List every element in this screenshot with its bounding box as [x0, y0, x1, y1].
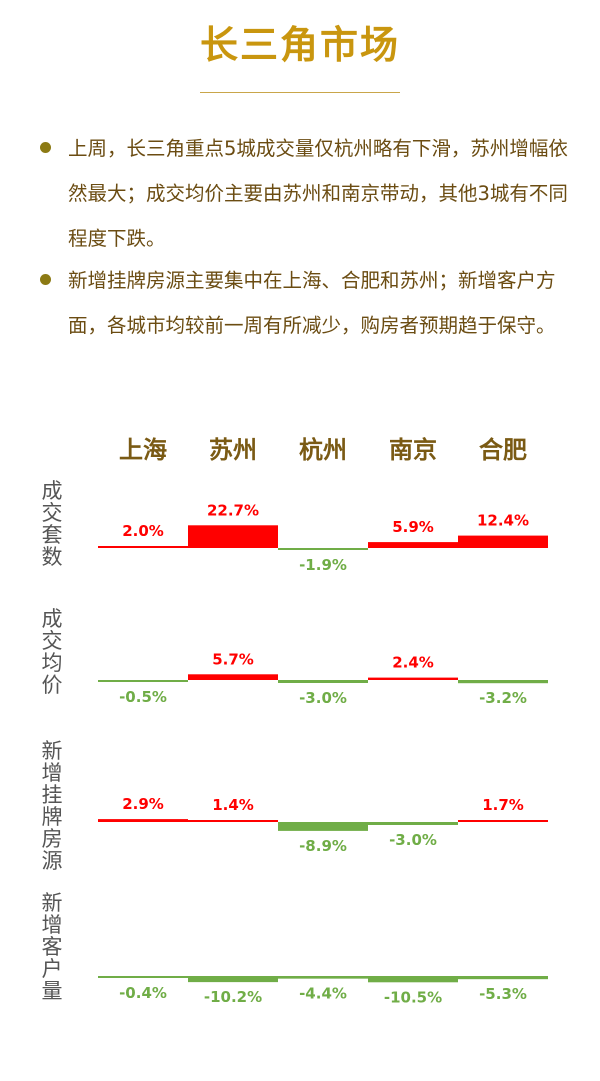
bar [278, 976, 368, 979]
bullet-dot-icon [40, 142, 51, 153]
bar [368, 822, 458, 825]
chart-panel: 新增挂牌房源 2.9% 1.4% -8.9% -3.0% 1.7% [42, 739, 548, 873]
chart-panel: 成交套数 2.0% 22.7% -1.9% 5.9% 12.4% [42, 479, 548, 574]
page-title: 长三角市场 [199, 23, 400, 67]
bar [98, 680, 188, 682]
bullet-dot-icon [40, 274, 51, 285]
city-header: 上海 [119, 436, 167, 464]
metric-label: 新增客户量 [42, 891, 63, 1003]
chart-panel: 成交均价 -0.5% 5.7% -3.0% 2.4% -3.2% [42, 607, 548, 707]
bar [278, 548, 368, 550]
data-label: -10.5% [384, 988, 442, 1006]
bullet-text: 上周，长三角重点5城成交量仅杭州略有下滑，苏州增幅依然最大；成交均价主要由苏州和… [68, 137, 568, 250]
data-label: 2.4% [392, 654, 434, 672]
bar [188, 976, 278, 983]
data-label: -0.5% [119, 688, 167, 706]
data-label: 12.4% [477, 512, 529, 530]
data-label: 2.9% [122, 795, 164, 813]
data-label: -0.4% [119, 984, 167, 1002]
bar [278, 680, 368, 683]
bar [188, 525, 278, 548]
city-header: 苏州 [209, 436, 257, 464]
bar [458, 820, 548, 822]
bar [188, 674, 278, 680]
data-label: 5.9% [392, 518, 434, 536]
chart-panel: 新增客户量 -0.4% -10.2% -4.4% -10.5% -5.3% [42, 891, 548, 1006]
data-label: -3.2% [479, 689, 527, 707]
data-label: -4.4% [299, 985, 347, 1003]
bar [368, 677, 458, 680]
data-label: 1.4% [212, 796, 254, 814]
bar [458, 535, 548, 548]
metric-label: 成交套数 [42, 479, 63, 569]
data-label: 2.0% [122, 522, 164, 540]
data-label: -8.9% [299, 837, 347, 855]
data-label: -1.9% [299, 556, 347, 574]
metric-label: 新增挂牌房源 [42, 739, 63, 873]
data-label: -3.0% [299, 689, 347, 707]
bullet-text: 新增挂牌房源主要集中在上海、合肥和苏州；新增客户方面，各城市均较前一周有所减少，… [68, 269, 556, 337]
bar [278, 822, 368, 831]
bar [368, 542, 458, 548]
city-header: 杭州 [299, 436, 347, 464]
data-label: 5.7% [212, 650, 254, 668]
bar [98, 819, 188, 822]
data-label: -3.0% [389, 831, 437, 849]
data-label: 22.7% [207, 501, 259, 519]
bar [368, 976, 458, 983]
data-label: 1.7% [482, 796, 524, 814]
title-divider [200, 92, 400, 93]
bar [188, 820, 278, 822]
bar [458, 680, 548, 684]
bar [98, 546, 188, 548]
data-label: -5.3% [479, 985, 527, 1003]
data-label: -10.2% [204, 988, 262, 1006]
city-header: 合肥 [479, 436, 527, 464]
metric-label: 成交均价 [42, 607, 63, 697]
bar [458, 976, 548, 980]
city-header: 南京 [389, 436, 437, 464]
bar [98, 976, 188, 978]
